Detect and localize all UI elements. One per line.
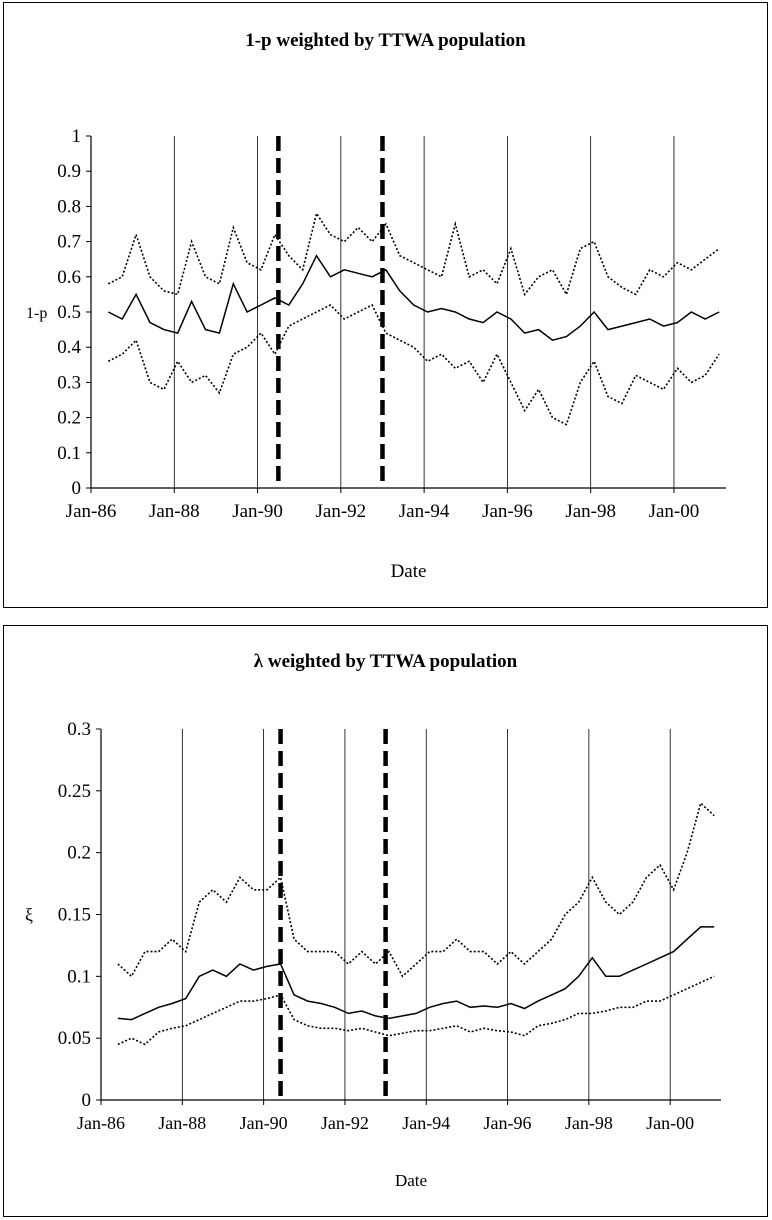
series-line-solid bbox=[117, 926, 715, 1021]
y-tick-label: 0.7 bbox=[57, 232, 81, 253]
y-tick-label: 0.3 bbox=[67, 719, 91, 740]
x-tick-label: Jan-92 bbox=[316, 501, 367, 522]
x-tick-label: Jan-90 bbox=[240, 1113, 288, 1133]
x-axis-label: Date bbox=[395, 1171, 427, 1190]
chart-title: λ weighted by TTWA population bbox=[253, 651, 518, 672]
y-axis-label: ξ bbox=[25, 905, 33, 925]
x-tick-label: Jan-88 bbox=[149, 501, 200, 522]
x-tick-label: Jan-86 bbox=[77, 1113, 125, 1133]
x-tick-label: Jan-94 bbox=[402, 1113, 450, 1133]
y-tick-label: 0.2 bbox=[57, 408, 81, 429]
y-tick-label: 0 bbox=[72, 478, 82, 499]
x-tick-label: Jan-94 bbox=[399, 501, 450, 522]
series-line-dotted bbox=[107, 303, 720, 426]
y-tick-label: 0.2 bbox=[67, 843, 91, 864]
x-tick-label: Jan-98 bbox=[565, 1113, 613, 1133]
chart-panel-lambda: λ weighted by TTWA population Jan-86 Jan-… bbox=[3, 625, 768, 1217]
x-tick-label: Jan-98 bbox=[565, 501, 616, 522]
y-tick-label: 0.3 bbox=[57, 372, 81, 393]
chart-panel-1-p: 1-p weighted by TTWA population Jan-86 Ja… bbox=[3, 2, 768, 608]
y-axis-label: 1-p bbox=[26, 305, 47, 322]
line-chart-1-p: Jan-86 Jan-88 Jan-90 Jan-92 Jan-94 Jan-96 Jan-… bbox=[26, 126, 726, 582]
x-tick-label: Jan-00 bbox=[649, 501, 700, 522]
chart-title: 1-p weighted by TTWA population bbox=[245, 30, 526, 51]
series-line-dotted bbox=[117, 801, 715, 978]
series-line-dotted bbox=[107, 211, 720, 297]
y-tick-label: 0.1 bbox=[67, 966, 91, 987]
line-chart-lambda: Jan-86 Jan-88 Jan-90 Jan-92 Jan-94 Jan-96 Jan-… bbox=[25, 719, 721, 1190]
series-line-solid bbox=[107, 254, 720, 342]
y-tick-label: 0.8 bbox=[57, 196, 81, 217]
y-tick-label: 0 bbox=[82, 1090, 92, 1111]
x-tick-label: Jan-90 bbox=[232, 501, 283, 522]
series-line-dotted bbox=[117, 975, 715, 1046]
x-tick-label: Jan-00 bbox=[646, 1113, 694, 1133]
y-tick-label: 0.1 bbox=[57, 443, 81, 464]
y-tick-label: 0.05 bbox=[58, 1028, 91, 1049]
y-tick-label: 0.9 bbox=[57, 161, 81, 182]
x-tick-label: Jan-86 bbox=[66, 501, 117, 522]
x-axis-label: Date bbox=[391, 561, 427, 582]
y-tick-label: 0.5 bbox=[57, 302, 81, 323]
x-tick-label: Jan-92 bbox=[321, 1113, 369, 1133]
y-tick-label: 0.4 bbox=[57, 337, 81, 358]
y-tick-label: 0.15 bbox=[58, 905, 91, 926]
x-tick-label: Jan-88 bbox=[158, 1113, 206, 1133]
x-tick-label: Jan-96 bbox=[482, 501, 533, 522]
y-tick-label: 1 bbox=[72, 126, 82, 147]
x-tick-label: Jan-96 bbox=[484, 1113, 532, 1133]
y-tick-label: 0.6 bbox=[57, 267, 81, 288]
y-tick-label: 0.25 bbox=[58, 781, 91, 802]
